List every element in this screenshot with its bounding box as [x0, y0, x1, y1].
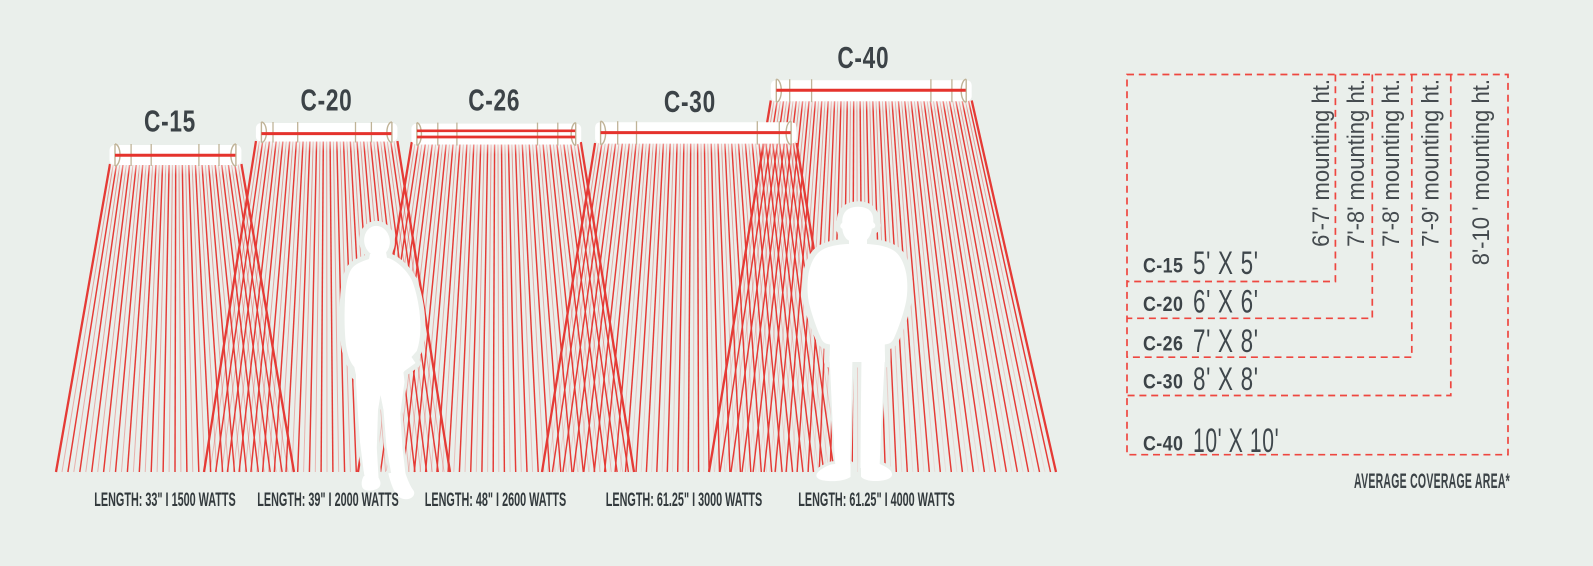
svg-text:C-26: C-26	[468, 82, 520, 117]
svg-text:7'-8' mounting ht.: 7'-8' mounting ht.	[1342, 79, 1369, 247]
svg-text:LENGTH: 61.25" I 3000 WATTS: LENGTH: 61.25" I 3000 WATTS	[606, 490, 762, 511]
svg-text:LENGTH: 48" I 2600 WATTS: LENGTH: 48" I 2600 WATTS	[425, 490, 566, 511]
svg-text:AVERAGE COVERAGE AREA*: AVERAGE COVERAGE AREA*	[1354, 469, 1510, 493]
svg-text:C-20: C-20	[301, 82, 353, 117]
svg-text:C-40: C-40	[837, 39, 889, 74]
svg-text:8' X 8': 8' X 8'	[1193, 361, 1259, 397]
svg-text:6'-7' mounting ht.: 6'-7' mounting ht.	[1307, 79, 1334, 247]
svg-text:C-30: C-30	[1143, 370, 1183, 394]
svg-text:C-40: C-40	[1143, 432, 1183, 456]
svg-text:6' X 6': 6' X 6'	[1193, 284, 1259, 320]
svg-text:7'-9' mounting ht.: 7'-9' mounting ht.	[1417, 79, 1444, 247]
svg-text:C-30: C-30	[664, 83, 716, 118]
svg-text:5' X 5': 5' X 5'	[1193, 245, 1259, 281]
svg-text:C-15: C-15	[1143, 254, 1183, 278]
svg-text:10' X 10': 10' X 10'	[1193, 421, 1279, 459]
svg-text:LENGTH: 61.25" I 4000 WATTS: LENGTH: 61.25" I 4000 WATTS	[798, 490, 954, 511]
svg-text:7' X 8': 7' X 8'	[1193, 323, 1259, 359]
svg-text:C-15: C-15	[144, 103, 196, 138]
svg-text:LENGTH: 33" I 1500 WATTS: LENGTH: 33" I 1500 WATTS	[94, 490, 235, 511]
svg-text:8'-10 ' mounting ht.: 8'-10 ' mounting ht.	[1467, 79, 1494, 265]
svg-text:C-20: C-20	[1143, 293, 1183, 317]
svg-text:LENGTH: 39" I 2000 WATTS: LENGTH: 39" I 2000 WATTS	[257, 490, 398, 511]
svg-text:7'-8' mounting ht.: 7'-8' mounting ht.	[1377, 79, 1404, 247]
svg-text:C-26: C-26	[1143, 332, 1183, 356]
